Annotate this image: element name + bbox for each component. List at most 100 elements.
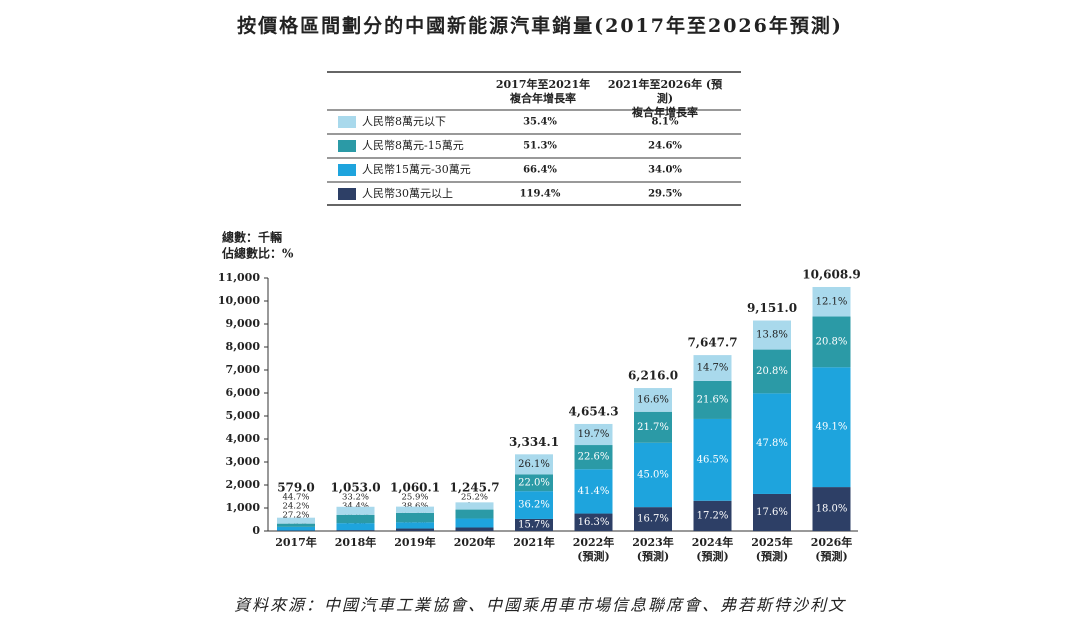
y-tick-label: 0 xyxy=(252,524,260,537)
segment-label: 19.7% xyxy=(578,429,610,440)
x-tick-label: 2025年 (預測) xyxy=(751,536,793,563)
bar-segment xyxy=(693,500,732,531)
bar-segment xyxy=(515,491,553,519)
x-tick-label: 2024年 (預測) xyxy=(691,536,734,563)
chart-title: 按價格區間劃分的中國新能源汽車銷量(2017年至2026年預測) xyxy=(237,14,843,37)
bar-segment xyxy=(753,349,791,394)
total-label: 10,608.9 xyxy=(802,267,860,281)
y-tick-label: 5,000 xyxy=(226,409,261,422)
segment-label: 22.6% xyxy=(578,452,610,463)
bar-segment xyxy=(336,523,375,531)
y-tick-label: 9,000 xyxy=(226,317,261,330)
bar-segment xyxy=(574,469,613,514)
segment-label: 26.1% xyxy=(518,459,550,470)
segment-label: 16.6% xyxy=(637,394,669,405)
y-tick-label: 6,000 xyxy=(226,386,261,399)
total-label: 9,151.0 xyxy=(747,301,797,315)
segment-label: 17.2% xyxy=(697,510,729,521)
table-cell: 29.5% xyxy=(648,189,682,200)
bar-segment xyxy=(396,528,434,531)
bar-segment xyxy=(693,355,732,381)
y-tick-label: 10,000 xyxy=(218,294,260,307)
y-axis-label: 總數：千輛 xyxy=(222,230,282,245)
segment-label: 15.7% xyxy=(518,519,550,530)
segment-label: 34.4% xyxy=(342,502,369,512)
y-tick-label: 4,000 xyxy=(226,432,261,445)
x-tick-label: 2019年 xyxy=(394,536,436,549)
bar-segment xyxy=(753,320,791,350)
legend-label: 人民幣15萬元-30萬元 xyxy=(362,163,471,176)
bar-segment xyxy=(277,526,315,531)
total-label: 579.0 xyxy=(277,481,315,495)
bar-segment xyxy=(812,487,851,531)
segment-label: 24.2% xyxy=(282,502,309,512)
segment-label: 45.0% xyxy=(637,469,669,480)
legend-swatch xyxy=(338,188,356,200)
y-tick-label: 1,000 xyxy=(226,501,261,514)
x-tick-label: 2018年 xyxy=(334,536,377,549)
bar-segment xyxy=(515,454,553,475)
segment-label: 16.3% xyxy=(578,517,610,528)
bar-segment xyxy=(455,518,494,528)
x-tick-label: 2017年 xyxy=(275,536,317,549)
total-label: 4,654.3 xyxy=(568,404,618,418)
y-tick-label: 11,000 xyxy=(218,271,260,284)
segment-label: 21.6% xyxy=(697,394,729,405)
segment-label: 49.1% xyxy=(816,422,848,433)
bar-segment xyxy=(455,502,494,510)
bar-segment xyxy=(634,442,672,508)
bar-segment xyxy=(693,380,732,419)
legend-label: 人民幣8萬元-15萬元 xyxy=(362,139,464,152)
segment-label: 44.7% xyxy=(282,493,309,503)
x-tick-label: 2020年 xyxy=(453,536,496,549)
segment-label: 13.8% xyxy=(756,330,788,341)
bar-segment xyxy=(515,474,553,492)
segment-label: 36.2% xyxy=(518,500,550,511)
source: 資料來源：中國汽車工業協會、中國乘用車市場信息聯席會、弗若斯特沙利文 xyxy=(234,596,846,615)
legend-swatch xyxy=(338,140,356,152)
share-label: 佔總數比：% xyxy=(221,246,294,261)
segment-label: 46.5% xyxy=(697,454,729,465)
segment-label: 14.7% xyxy=(697,363,729,374)
x-tick-label: 2022年 (預測) xyxy=(572,536,615,563)
bar-segment xyxy=(812,316,851,368)
bar-segment xyxy=(277,517,315,524)
bar-segment xyxy=(277,523,315,527)
bar-segment xyxy=(693,418,732,501)
segment-label: 12.1% xyxy=(816,296,848,307)
y-tick-label: 3,000 xyxy=(226,455,261,468)
segment-label: 25.9% xyxy=(401,493,428,503)
segment-label: 41.4% xyxy=(578,486,610,497)
bar-segment xyxy=(574,513,613,531)
bar-segment xyxy=(753,493,791,531)
total-label: 1,053.0 xyxy=(330,481,380,495)
y-tick-label: 7,000 xyxy=(226,363,261,376)
bar-segment xyxy=(753,393,791,494)
y-tick-label: 8,000 xyxy=(226,340,261,353)
table-cell: 35.4% xyxy=(523,117,557,128)
table-header: 2021年至2026年 (預測) 複合年增長率 xyxy=(607,78,723,119)
segment-label: 33.2% xyxy=(342,493,369,503)
bar-segment xyxy=(634,411,672,443)
bar-segment xyxy=(336,530,375,531)
bar-segment xyxy=(634,388,672,412)
bar-segment xyxy=(277,530,315,531)
segment-label: 27.2% xyxy=(282,511,309,521)
bar-segment xyxy=(455,527,494,531)
table-cell: 66.4% xyxy=(523,165,557,176)
segment-label: 47.8% xyxy=(756,438,788,449)
total-label: 1,245.7 xyxy=(449,481,499,495)
bar-segment xyxy=(396,512,434,523)
table-cell: 34.0% xyxy=(648,165,682,176)
segment-label: 18.0% xyxy=(816,504,848,515)
bar-segment xyxy=(515,518,553,531)
segment-label: 20.8% xyxy=(816,336,848,347)
bar-segment xyxy=(396,506,434,513)
total-label: 3,334.1 xyxy=(509,435,559,449)
table-cell: 24.6% xyxy=(648,141,682,152)
total-label: 1,060.1 xyxy=(390,481,440,495)
table-cell: 8.1% xyxy=(652,117,679,128)
segment-label: 20.8% xyxy=(756,366,788,377)
